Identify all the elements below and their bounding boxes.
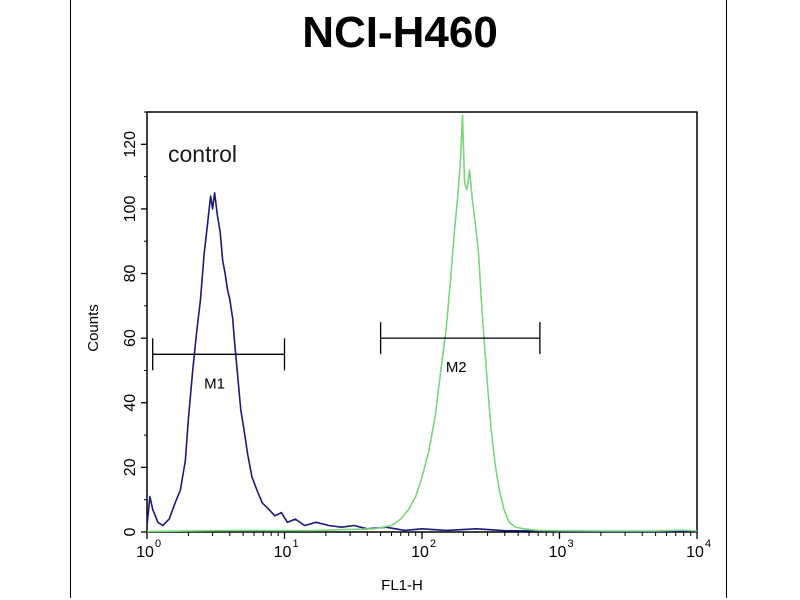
sample-histogram-line: [146, 114, 698, 533]
y-tick-label: 100: [122, 195, 139, 222]
x-tick-label-exponent: 4: [705, 538, 711, 550]
y-tick-label: 120: [122, 131, 139, 158]
gate-label: M2: [446, 359, 467, 376]
gate-label: M1: [204, 375, 225, 392]
x-axis-label: FL1-H: [381, 577, 423, 594]
y-tick-label: 0: [122, 527, 139, 536]
x-tick-label-exponent: 2: [430, 538, 436, 550]
y-tick-label: 80: [122, 265, 139, 283]
x-tick-label-exponent: 0: [155, 538, 161, 550]
x-tick-label-exponent: 1: [293, 538, 299, 550]
x-tick-label-base: 10: [549, 544, 567, 561]
x-tick-label-base: 10: [274, 544, 292, 561]
chart-title: NCI-H460: [302, 8, 498, 57]
figure-frame: [70, 0, 727, 598]
series-layer: [146, 114, 698, 533]
control-histogram-line: [146, 192, 697, 533]
y-tick-label: 60: [122, 329, 139, 347]
y-axis-label: Counts: [85, 304, 102, 352]
x-tick-label-base: 10: [411, 544, 429, 561]
plot-border: [146, 111, 698, 533]
control-annotation: control: [168, 141, 237, 167]
x-tick-label-base: 10: [136, 544, 154, 561]
x-tick-label-exponent: 3: [568, 538, 574, 550]
y-tick-label: 20: [122, 458, 139, 476]
y-tick-label: 40: [122, 394, 139, 412]
x-tick-label-base: 10: [686, 544, 704, 561]
gates-layer: M1 M2: [152, 322, 541, 392]
